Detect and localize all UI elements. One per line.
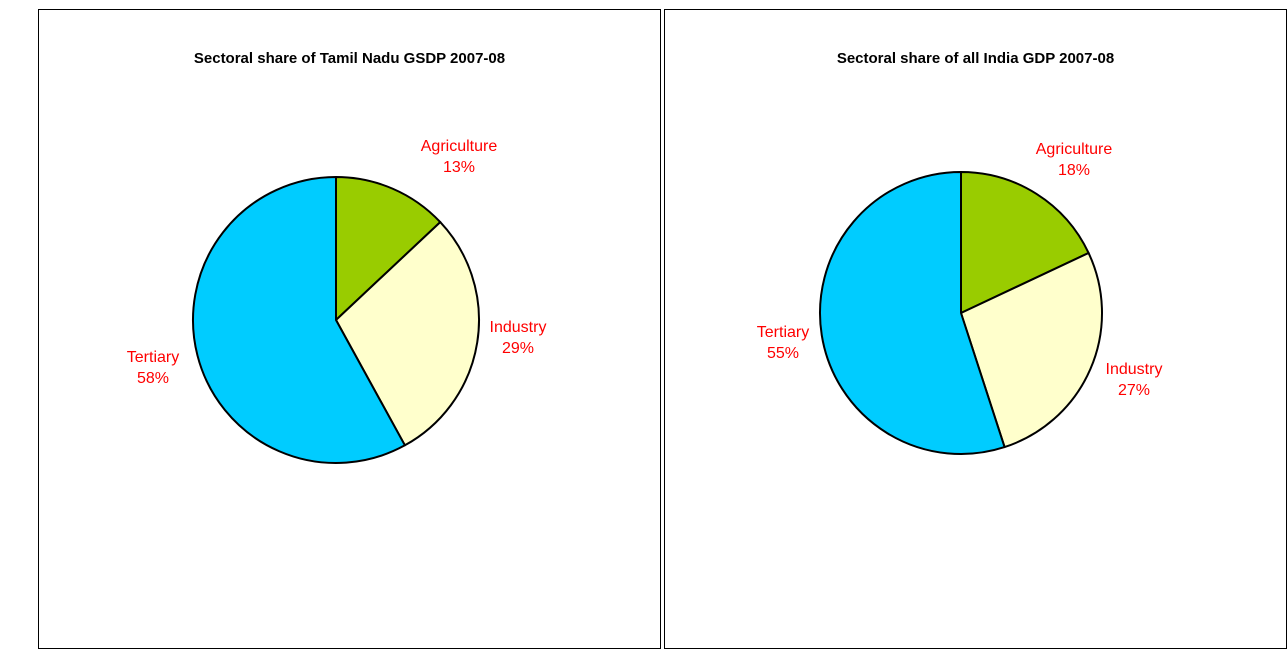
pie-slice-tertiary	[819, 171, 1006, 455]
chart-panel-tamil-nadu: Sectoral share of Tamil Nadu GSDP 2007-0…	[38, 9, 661, 649]
data-label-agriculture: Agriculture 13%	[421, 138, 498, 176]
pie-slice-tertiary	[192, 176, 406, 464]
pie-slice-industry	[335, 221, 480, 447]
pie-chart-all-india: Agriculture 18% Industry 27% Tertiary 55%	[757, 141, 1163, 455]
chart-panel-all-india: Sectoral share of all India GDP 2007-08 …	[664, 9, 1287, 649]
data-label-industry: Industry 29%	[490, 319, 547, 357]
data-label-agriculture: Agriculture 18%	[1036, 141, 1113, 179]
pie-chart-tamil-nadu: Agriculture 13% Industry 29% Tertiary 58%	[127, 138, 547, 464]
data-label-tertiary: Tertiary 58%	[127, 349, 179, 387]
pie-slice-agriculture	[960, 171, 1090, 314]
chart-title: Sectoral share of Tamil Nadu GSDP 2007-0…	[193, 50, 506, 67]
pie-slice-industry	[960, 251, 1103, 449]
pie-slice-agriculture	[335, 176, 442, 321]
data-label-tertiary: Tertiary 55%	[757, 324, 809, 362]
chart-title: Sectoral share of all India GDP 2007-08	[836, 50, 1115, 67]
data-label-industry: Industry 27%	[1106, 361, 1163, 399]
